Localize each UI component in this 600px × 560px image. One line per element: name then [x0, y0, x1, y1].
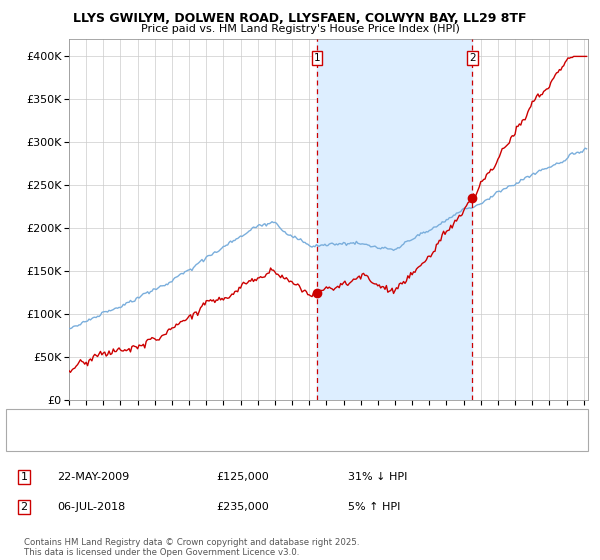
Bar — [317, 39, 472, 400]
Text: LLYS GWILYM, DOLWEN ROAD, LLYSFAEN, COLWYN BAY, LL29 8TF (detached house): LLYS GWILYM, DOLWEN ROAD, LLYSFAEN, COLW… — [57, 416, 470, 426]
Text: 2: 2 — [20, 502, 28, 512]
Text: 1: 1 — [20, 472, 28, 482]
Text: 22-MAY-2009: 22-MAY-2009 — [57, 472, 129, 482]
Text: ——: —— — [24, 435, 39, 448]
Text: Contains HM Land Registry data © Crown copyright and database right 2025.
This d: Contains HM Land Registry data © Crown c… — [24, 538, 359, 557]
Text: £125,000: £125,000 — [216, 472, 269, 482]
Text: HPI: Average price, detached house, Conwy: HPI: Average price, detached house, Conw… — [57, 437, 275, 446]
Text: LLYS GWILYM, DOLWEN ROAD, LLYSFAEN, COLWYN BAY, LL29 8TF: LLYS GWILYM, DOLWEN ROAD, LLYSFAEN, COLW… — [73, 12, 527, 25]
Text: ——: —— — [24, 414, 39, 427]
Text: Price paid vs. HM Land Registry's House Price Index (HPI): Price paid vs. HM Land Registry's House … — [140, 24, 460, 34]
Text: 1: 1 — [314, 53, 320, 63]
Text: 2: 2 — [469, 53, 476, 63]
Text: £235,000: £235,000 — [216, 502, 269, 512]
Text: 06-JUL-2018: 06-JUL-2018 — [57, 502, 125, 512]
Text: 31% ↓ HPI: 31% ↓ HPI — [348, 472, 407, 482]
Text: 5% ↑ HPI: 5% ↑ HPI — [348, 502, 400, 512]
